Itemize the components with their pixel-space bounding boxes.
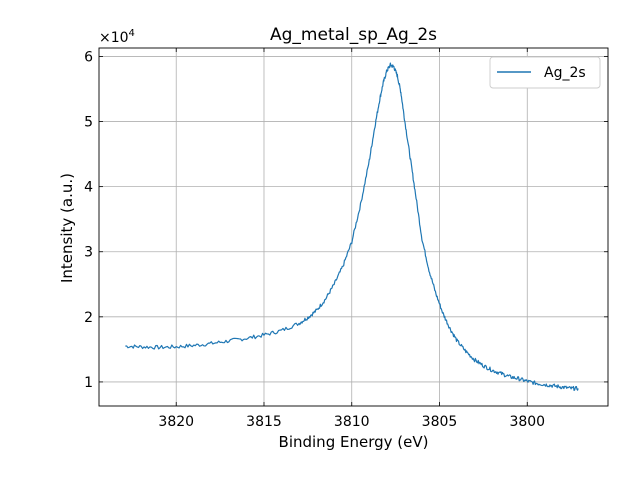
- chart-title: Ag_metal_sp_Ag_2s: [270, 25, 437, 45]
- y-tick-label: 5: [84, 115, 93, 131]
- y-tick-label: 6: [84, 49, 93, 65]
- y-tick-label: 4: [84, 180, 93, 196]
- x-tick-label: 3810: [334, 414, 370, 430]
- grid: [99, 48, 608, 406]
- series-layer: [125, 62, 579, 391]
- legend-box: [489, 56, 601, 89]
- y-offset-exponent: 4: [129, 28, 135, 39]
- x-tick-label: 3800: [509, 414, 545, 430]
- plot-frame: [98, 47, 609, 407]
- legend: Ag_2s: [489, 56, 601, 89]
- y-offset-base: ×10: [99, 30, 129, 46]
- y-axis-label: Intensity (a.u.): [58, 173, 76, 283]
- axis-ticks: 3820 3815 3810 3805 3800 1 2 3 4 5 6: [84, 48, 608, 430]
- y-tick-label: 2: [84, 310, 93, 326]
- x-tick-label: 3805: [422, 414, 458, 430]
- y-tick-label: 3: [84, 245, 93, 261]
- legend-label: Ag_2s: [544, 65, 586, 81]
- series-line-ag-2s: [125, 62, 579, 391]
- x-axis-label: Binding Energy (eV): [279, 433, 429, 451]
- svg-text:×104: ×104: [99, 28, 135, 46]
- x-tick-label: 3815: [246, 414, 282, 430]
- y-tick-label: 1: [84, 375, 93, 391]
- x-tick-label: 3820: [158, 414, 194, 430]
- y-offset-label: ×104: [99, 28, 135, 46]
